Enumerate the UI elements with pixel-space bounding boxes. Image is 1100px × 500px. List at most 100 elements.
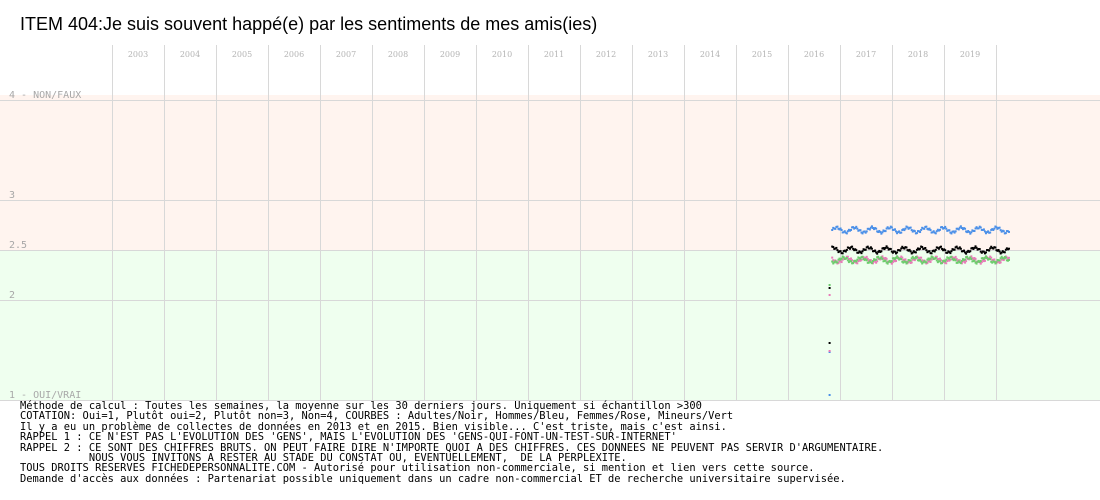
data-point: [852, 262, 855, 265]
data-point: [856, 227, 859, 230]
y-tick-label: 2: [9, 290, 15, 301]
data-point: [841, 255, 844, 258]
data-point: [905, 262, 908, 265]
notes-block: Méthode de calcul : Toutes les semaines,…: [20, 401, 1090, 485]
data-point: [840, 261, 843, 264]
data-point: [905, 225, 908, 228]
data-point: [959, 262, 962, 265]
data-point: [986, 231, 989, 234]
data-point: [876, 256, 879, 259]
data-point: [972, 258, 975, 261]
data-point: [1002, 251, 1005, 254]
data-point: [833, 261, 836, 264]
data-point: [863, 248, 866, 251]
data-point: [915, 232, 918, 235]
note-line: Demande d'accès aux données : Partenaria…: [20, 472, 846, 485]
data-point: [944, 249, 947, 252]
data-point: [910, 257, 913, 260]
data-point: [946, 229, 949, 232]
data-point: [949, 258, 952, 261]
data-point: [903, 260, 906, 263]
data-point: [901, 228, 904, 231]
data-point: [857, 256, 860, 259]
data-point: [984, 251, 987, 254]
data-point: [983, 230, 986, 233]
data-point: [981, 259, 984, 262]
data-point: [912, 250, 915, 253]
data-point: [910, 229, 913, 232]
data-point: [970, 255, 973, 258]
data-point: [909, 261, 912, 264]
data-point: [936, 258, 939, 261]
data-point: [924, 246, 927, 249]
data-point: [839, 258, 842, 261]
data-point: [875, 227, 878, 230]
data-point: [876, 252, 879, 255]
data-point: [977, 259, 980, 262]
data-point: [992, 247, 995, 250]
data-point: [949, 252, 952, 255]
data-point: [834, 247, 837, 250]
data-point: [898, 230, 901, 233]
data-point: [913, 230, 916, 233]
data-point: [972, 260, 975, 263]
data-point: [953, 258, 956, 261]
data-point: [867, 259, 870, 262]
y-axis-labels: 4 - NON/FAUX 3 2.5 2 1 - OUI/VRAI: [9, 90, 81, 401]
data-point: [955, 257, 958, 260]
data-point: [831, 229, 834, 231]
data-point: [989, 258, 992, 261]
data-point: [875, 261, 878, 264]
data-point: [840, 252, 843, 255]
data-point: [935, 259, 938, 262]
data-point: [979, 250, 982, 253]
data-point: [885, 261, 888, 264]
data-point: [928, 250, 931, 253]
data-point: [904, 246, 907, 249]
data-point: [929, 229, 932, 232]
data-point: [884, 259, 887, 262]
data-point: [890, 226, 893, 229]
data-point: [844, 231, 847, 234]
data-point: [835, 246, 838, 249]
data-point: [983, 259, 986, 262]
data-point: [935, 246, 938, 249]
data-point: [982, 260, 985, 263]
data-point: [879, 258, 882, 261]
data-point: [969, 256, 972, 259]
data-point: [838, 260, 841, 263]
data-point: [920, 256, 923, 259]
data-point: [949, 256, 952, 259]
data-point: [862, 256, 865, 259]
data-point: [861, 255, 864, 258]
data-point: [936, 246, 939, 249]
data-point: [975, 260, 978, 263]
data-point: [963, 258, 966, 261]
data-point: [957, 260, 960, 263]
data-point: [973, 257, 976, 260]
data-point: [930, 258, 933, 261]
data-point: [934, 257, 937, 260]
data-point: [1004, 232, 1007, 235]
data-point: [892, 257, 895, 260]
data-point: [860, 231, 863, 234]
data-point: [866, 257, 869, 260]
data-point: [958, 259, 961, 262]
data-point: [918, 248, 921, 251]
data-point: [882, 247, 885, 250]
data-point: [854, 259, 857, 262]
data-point: [929, 257, 932, 260]
data-point: [865, 246, 868, 249]
data-point: [908, 259, 911, 262]
data-point: [869, 259, 872, 262]
data-point: [881, 247, 884, 250]
data-point: [900, 247, 903, 250]
x-tick-label: 2008: [388, 50, 408, 59]
data-point: [994, 260, 997, 263]
data-point: [913, 259, 916, 262]
data-point: [839, 260, 842, 263]
data-point: [845, 248, 848, 251]
data-point: [916, 256, 919, 259]
data-point: [855, 249, 858, 252]
data-point: [890, 262, 893, 265]
